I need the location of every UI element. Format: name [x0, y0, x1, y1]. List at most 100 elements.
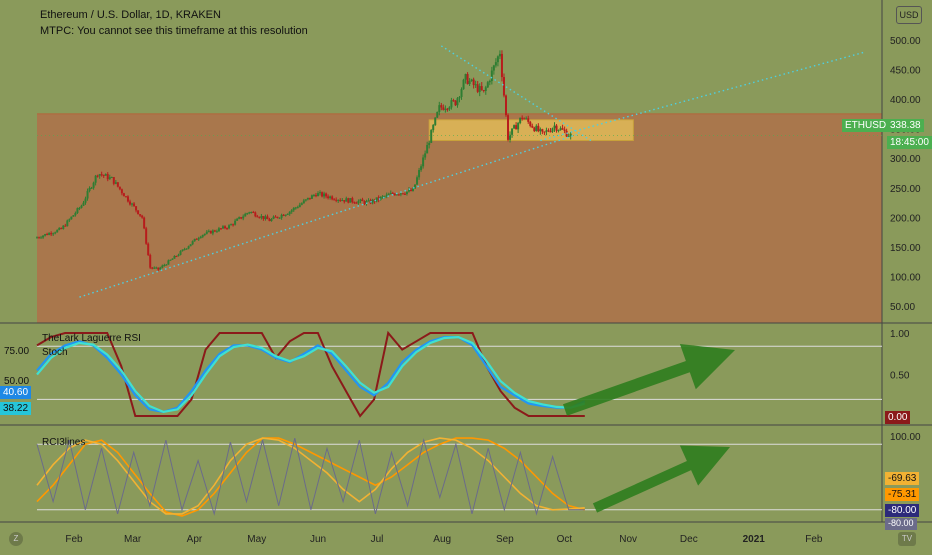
candle-body — [422, 157, 425, 167]
zoom-corner-icon[interactable]: Z — [9, 532, 23, 546]
candle-body — [284, 214, 287, 216]
candle-body — [399, 193, 402, 195]
y-tick-label: 250.00 — [890, 184, 921, 195]
level-50-label: 50.00 — [4, 376, 30, 387]
candle-body — [262, 216, 265, 220]
candle-body — [476, 84, 479, 92]
trendline — [79, 133, 577, 298]
candle-body — [478, 86, 481, 92]
candle-body — [250, 212, 253, 214]
candle-body — [173, 255, 176, 259]
candle-body — [507, 115, 510, 140]
currency-button[interactable]: USD — [896, 6, 922, 24]
candle-body — [381, 196, 384, 198]
candle-body — [187, 246, 190, 249]
candle-body — [434, 117, 437, 126]
candle-body — [60, 227, 63, 229]
candle-body — [519, 117, 522, 123]
y-tick-label: 150.00 — [890, 243, 921, 254]
candle-body — [304, 199, 307, 201]
rci-tag-1: -69.63 — [885, 472, 920, 485]
candle-body — [139, 214, 142, 216]
candle-body — [252, 212, 255, 214]
candle-body — [90, 187, 93, 189]
candle-body — [561, 128, 564, 130]
candle-body — [351, 198, 354, 203]
x-tick-label: Nov — [619, 534, 637, 545]
candle-body — [375, 197, 378, 202]
candle-body — [72, 215, 75, 217]
candle-body — [470, 79, 473, 81]
candle-body — [420, 166, 423, 171]
x-tick-label: Oct — [557, 534, 573, 545]
candle-body — [349, 198, 352, 203]
candle-body — [135, 206, 138, 211]
candle-body — [527, 118, 530, 122]
candle-body — [353, 202, 356, 204]
candle-body — [405, 191, 408, 195]
candle-body — [203, 233, 206, 235]
candle-body — [286, 214, 289, 216]
candle-body — [62, 225, 65, 229]
candle-body — [98, 174, 101, 176]
candle-body — [539, 129, 542, 132]
candle-body — [535, 125, 538, 132]
candle-body — [440, 105, 443, 108]
candle-body — [82, 202, 85, 206]
candle-body — [391, 192, 394, 194]
candle-body — [78, 207, 81, 209]
candle-body — [197, 238, 200, 240]
osc-tick-label: 1.00 — [890, 329, 910, 340]
candle-body — [157, 267, 160, 270]
candle-body — [137, 210, 140, 215]
candle-body — [424, 153, 427, 158]
candle-body — [143, 217, 146, 229]
rci-tick-label: 100.00 — [890, 432, 921, 443]
candle-body — [209, 230, 212, 234]
candle-body — [221, 226, 224, 229]
candle-body — [379, 196, 382, 200]
candle-body — [555, 125, 558, 131]
candle-body — [397, 194, 400, 196]
candle-body — [306, 197, 309, 200]
candle-body — [258, 217, 261, 219]
candle-body — [442, 107, 445, 110]
candle-body — [385, 194, 388, 197]
candle-body — [74, 212, 77, 216]
candle-body — [179, 251, 182, 255]
candle-body — [147, 243, 150, 256]
x-tick-label: 2021 — [743, 534, 766, 545]
candle-body — [300, 203, 303, 205]
support-zone-box — [428, 119, 634, 141]
candle-body — [181, 249, 184, 252]
candle-body — [205, 231, 208, 234]
candle-body — [128, 201, 131, 205]
candle-body — [511, 128, 514, 135]
candle-body — [145, 228, 148, 244]
candle-body — [567, 136, 570, 138]
candle-body — [232, 224, 235, 226]
candle-body — [292, 207, 295, 211]
candle-body — [120, 189, 123, 194]
candle-body — [464, 74, 467, 80]
candle-body — [551, 128, 554, 132]
candle-body — [343, 200, 346, 202]
candle-body — [246, 213, 249, 215]
candle-body — [502, 77, 505, 96]
candle-body — [387, 194, 390, 196]
candle-body — [371, 199, 374, 204]
candle-body — [54, 232, 57, 234]
candle-body — [240, 217, 243, 219]
x-tick-label: May — [247, 534, 266, 545]
candle-body — [163, 264, 166, 266]
candle-body — [468, 80, 471, 85]
candle-body — [365, 201, 368, 204]
candle-body — [236, 218, 239, 221]
candle-body — [260, 216, 263, 218]
candle-body — [64, 225, 67, 227]
bullish-arrow-rsi — [563, 344, 735, 416]
candle-body — [224, 226, 227, 229]
candle-body — [359, 199, 362, 202]
candle-body — [302, 200, 305, 204]
rsi-value-tag: 0.00 — [885, 411, 911, 424]
